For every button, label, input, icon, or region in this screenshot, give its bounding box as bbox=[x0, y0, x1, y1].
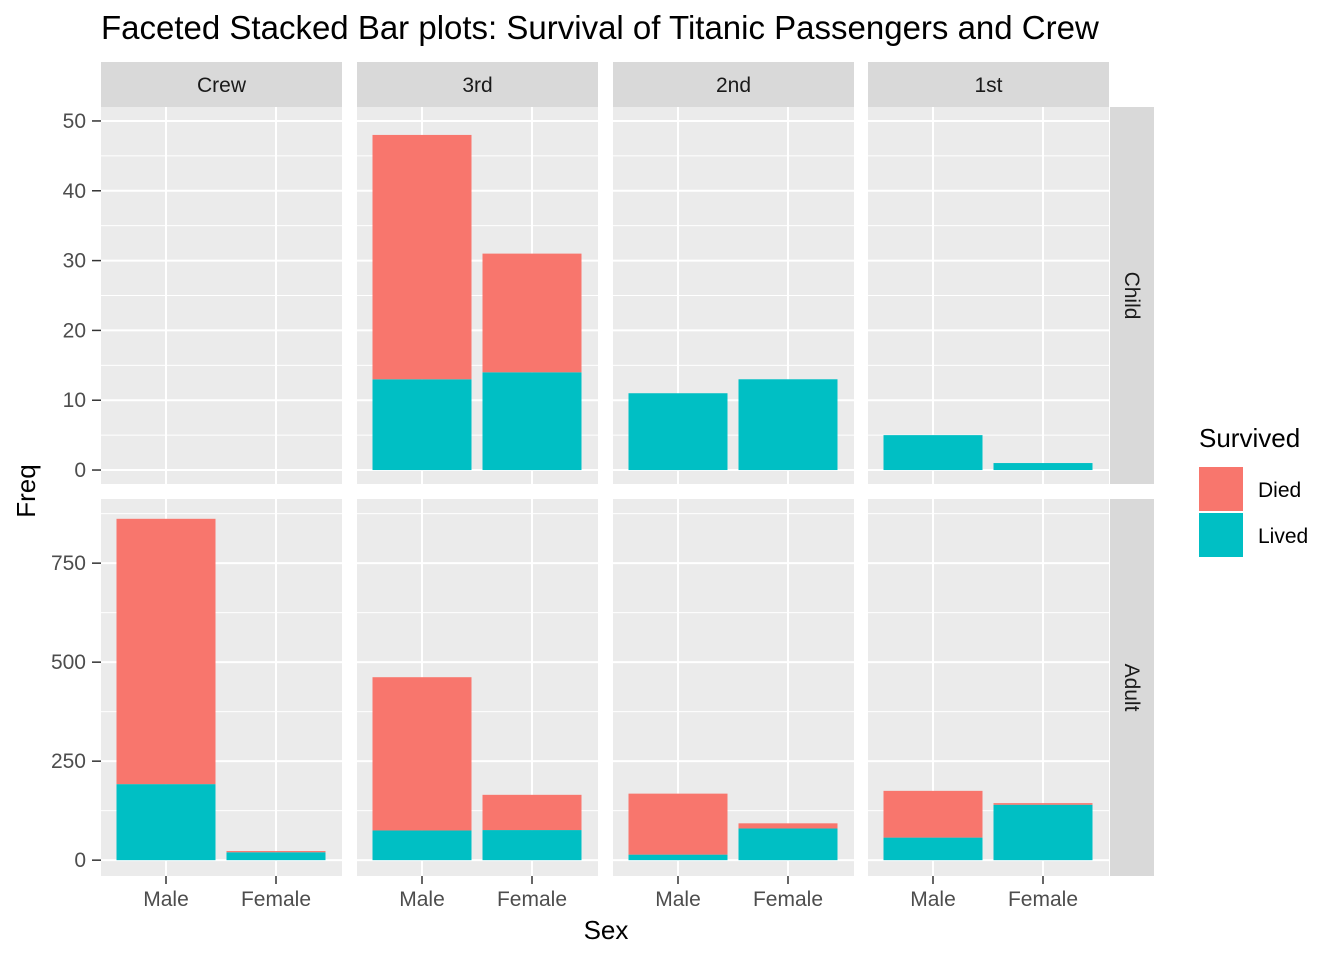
y-tick-label: 750 bbox=[51, 552, 86, 575]
bar-lived-male bbox=[116, 784, 216, 861]
strip-right-adult bbox=[1110, 499, 1154, 876]
y-tick-label: 40 bbox=[63, 180, 86, 203]
bar-lived-male bbox=[372, 830, 472, 861]
y-tick-label: 50 bbox=[63, 110, 86, 133]
bar-lived-female bbox=[993, 463, 1093, 471]
strip-top-crew bbox=[101, 62, 342, 107]
strip-top-3rd bbox=[357, 62, 598, 107]
panels-layer: Crew 3rd 2nd 1stChildAdult01020304050025050… bbox=[51, 62, 1154, 911]
strip-label-1st: 1st bbox=[974, 74, 1002, 97]
bar-lived-female bbox=[738, 379, 838, 471]
x-tick-label-male: Male bbox=[399, 888, 445, 911]
strip-label-3rd: 3rd bbox=[462, 74, 492, 97]
y-tick-label: 250 bbox=[51, 750, 86, 773]
bar-died-male bbox=[883, 790, 983, 838]
strip-label-adult: Adult bbox=[1120, 664, 1143, 712]
bar-lived-female bbox=[993, 804, 1093, 861]
legend-label-lived: Lived bbox=[1258, 525, 1308, 548]
panel-adult-crew bbox=[101, 499, 342, 876]
bar-died-female bbox=[993, 803, 1093, 805]
legend-key-died bbox=[1199, 467, 1243, 511]
bar-died-male bbox=[372, 134, 472, 380]
bar-died-female bbox=[738, 823, 838, 829]
chart-title: Faceted Stacked Bar plots: Survival of T… bbox=[101, 9, 1099, 46]
y-tick-label: 500 bbox=[51, 651, 86, 674]
y-tick-label: 10 bbox=[63, 389, 86, 412]
bar-lived-female bbox=[226, 852, 326, 861]
bar-died-male bbox=[628, 793, 728, 855]
strip-label-crew: Crew bbox=[197, 74, 247, 97]
strip-label-child: Child bbox=[1120, 272, 1143, 320]
y-tick-label: 0 bbox=[74, 459, 86, 482]
bar-died-female bbox=[482, 794, 582, 831]
bar-died-female bbox=[482, 253, 582, 373]
x-tick-label-female: Female bbox=[1008, 888, 1078, 911]
bar-lived-male bbox=[372, 379, 472, 471]
legend-key-lived bbox=[1199, 513, 1243, 557]
panel-adult-2nd bbox=[613, 499, 854, 876]
y-tick-label: 30 bbox=[63, 250, 86, 273]
bar-died-male bbox=[372, 677, 472, 831]
x-axis-title: Sex bbox=[584, 915, 629, 945]
bar-lived-male bbox=[883, 435, 983, 471]
legend: Survived Died Lived bbox=[1199, 423, 1308, 557]
bar-lived-male bbox=[883, 837, 983, 861]
legend-label-died: Died bbox=[1258, 479, 1301, 502]
legend-title: Survived bbox=[1199, 423, 1300, 453]
x-tick-label-female: Female bbox=[497, 888, 567, 911]
bar-died-male bbox=[116, 518, 216, 785]
strip-right-child bbox=[1110, 107, 1154, 484]
panel-adult-1st bbox=[868, 499, 1109, 876]
bar-lived-male bbox=[628, 393, 728, 471]
bar-lived-female bbox=[482, 372, 582, 471]
y-tick-label: 20 bbox=[63, 319, 86, 342]
panel-adult-3rd bbox=[357, 499, 598, 876]
x-tick-label-male: Male bbox=[143, 888, 189, 911]
panel-child-3rd bbox=[357, 107, 598, 484]
bar-lived-male bbox=[628, 854, 728, 861]
y-tick-label: 0 bbox=[74, 849, 86, 872]
x-tick-label-male: Male bbox=[655, 888, 701, 911]
x-tick-label-female: Female bbox=[241, 888, 311, 911]
panel-child-crew bbox=[101, 107, 342, 484]
bar-lived-female bbox=[482, 830, 582, 861]
x-tick-label-female: Female bbox=[753, 888, 823, 911]
panel-child-2nd bbox=[613, 107, 854, 484]
strip-label-2nd: 2nd bbox=[716, 74, 751, 97]
panel-child-1st bbox=[868, 107, 1109, 484]
strip-top-1st bbox=[868, 62, 1109, 107]
bar-died-female bbox=[226, 851, 326, 853]
y-axis-title: Freq bbox=[11, 464, 41, 517]
bar-lived-female bbox=[738, 828, 838, 861]
x-tick-label-male: Male bbox=[910, 888, 956, 911]
strip-top-2nd bbox=[613, 62, 854, 107]
